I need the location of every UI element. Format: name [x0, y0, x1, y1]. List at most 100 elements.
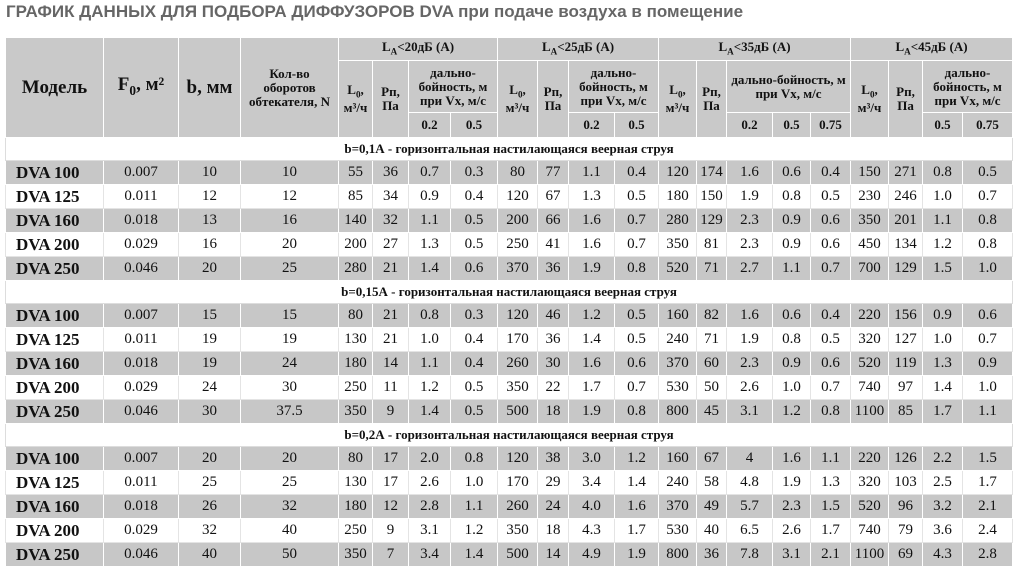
- data-cell: 0.029: [103, 232, 179, 257]
- data-cell: 1.4: [568, 327, 615, 352]
- data-cell: 27: [372, 232, 409, 257]
- data-cell: 1100: [850, 399, 890, 424]
- data-cell: 6.5: [726, 518, 773, 543]
- data-cell: 0.5: [450, 208, 498, 233]
- data-cell: 500: [497, 399, 538, 424]
- model-name: DVA 200: [5, 518, 104, 543]
- data-cell: 0.9: [772, 208, 811, 233]
- data-cell: 82: [696, 303, 727, 328]
- data-cell: 3.1: [772, 542, 811, 567]
- data-cell: 0.5: [614, 303, 659, 328]
- data-cell: 19: [240, 327, 339, 352]
- data-cell: 1.1: [809, 446, 852, 471]
- data-cell: 1.2: [408, 375, 451, 400]
- speed-header: 0.2: [726, 112, 773, 138]
- header-subscript: 0: [869, 89, 875, 100]
- data-cell: 0.6: [450, 256, 498, 281]
- data-cell: 1.0: [962, 375, 1014, 400]
- data-cell: 11: [372, 375, 409, 400]
- header-text: , м³/ч: [505, 81, 530, 116]
- data-cell: 1.4: [450, 542, 498, 567]
- data-cell: 0.6: [809, 351, 852, 376]
- data-cell: 0.6: [772, 160, 811, 185]
- data-cell: 1100: [850, 542, 890, 567]
- data-cell: 0.9: [772, 351, 811, 376]
- data-cell: 0.8: [450, 446, 498, 471]
- header-text: L: [718, 38, 728, 54]
- data-cell: 2.1: [809, 542, 852, 567]
- data-cell: 1.3: [922, 351, 964, 376]
- data-cell: 29: [537, 470, 569, 495]
- data-cell: 280: [338, 256, 373, 281]
- column-header: Рп, Па: [888, 60, 924, 138]
- data-cell: 230: [850, 184, 890, 209]
- data-cell: 1.1: [408, 351, 451, 376]
- data-cell: 350: [497, 375, 538, 400]
- data-cell: 1.1: [408, 208, 451, 233]
- data-cell: 18: [537, 518, 569, 543]
- data-cell: 500: [497, 542, 538, 567]
- header-subscript: 0: [355, 89, 361, 100]
- data-cell: 2.8: [408, 494, 451, 519]
- table-head: Модель F0, м² b, мм Кол-во оборотов обтекат…: [5, 37, 1014, 138]
- data-cell: 80: [338, 303, 373, 328]
- data-cell: 0.4: [809, 303, 852, 328]
- data-cell: 0.8: [772, 184, 811, 209]
- data-cell: 0.5: [962, 160, 1014, 185]
- data-cell: 1.9: [614, 542, 659, 567]
- data-cell: 0.046: [103, 399, 179, 424]
- header-row: Модель F0, м² b, мм Кол-во оборотов обтекат…: [5, 37, 1014, 138]
- data-cell: 0.7: [614, 375, 659, 400]
- data-cell: 80: [338, 446, 373, 471]
- data-cell: 1.4: [614, 470, 659, 495]
- data-row: DVA 125 0.011 12 12 85 34 0.9 0.4 120 67 1.3 0.5 180…: [5, 184, 1014, 209]
- data-cell: 1.5: [922, 256, 964, 281]
- model-name: DVA 250: [5, 399, 104, 424]
- data-table: Модель F0, м² b, мм Кол-во оборотов обтекат…: [4, 37, 1014, 567]
- data-cell: 77: [537, 160, 569, 185]
- data-cell: 1.6: [568, 208, 615, 233]
- data-cell: 17: [372, 470, 409, 495]
- data-cell: 3.4: [408, 542, 451, 567]
- data-cell: 2.0: [408, 446, 451, 471]
- data-cell: 7.8: [726, 542, 773, 567]
- header-subscript: 0: [517, 89, 523, 100]
- data-cell: 530: [658, 375, 697, 400]
- model-name: DVA 125: [5, 184, 104, 209]
- data-cell: 13: [178, 208, 241, 233]
- data-cell: 0.018: [103, 208, 179, 233]
- data-cell: 0.046: [103, 542, 179, 567]
- header-text: <35дБ (A): [733, 38, 791, 54]
- data-cell: 60: [696, 351, 727, 376]
- data-cell: 14: [372, 351, 409, 376]
- data-cell: 20: [178, 446, 241, 471]
- data-cell: 350: [658, 232, 697, 257]
- data-cell: 0.3: [450, 303, 498, 328]
- speed-header: 0.2: [408, 112, 451, 138]
- data-row: DVA 100 0.007 15 15 80 21 0.8 0.3 120 46 1.2 0.5 160…: [5, 303, 1014, 328]
- data-cell: 150: [696, 184, 727, 209]
- page-title: ГРАФИК ДАННЫХ ДЛЯ ПОДБОРА ДИФФУЗОРОВ DVA…: [6, 2, 744, 21]
- data-cell: 0.011: [103, 327, 179, 352]
- data-cell: 0.7: [614, 232, 659, 257]
- data-cell: 1.2: [450, 518, 498, 543]
- data-cell: 17: [372, 446, 409, 471]
- data-cell: 0.8: [922, 160, 964, 185]
- column-header: L0, м³/ч: [497, 60, 538, 138]
- data-cell: 9: [372, 399, 409, 424]
- header-text: F: [117, 73, 130, 95]
- data-cell: 1.1: [962, 399, 1014, 424]
- data-cell: 0.5: [450, 399, 498, 424]
- data-cell: 0.6: [809, 232, 852, 257]
- data-cell: 38: [537, 446, 569, 471]
- data-cell: 30: [537, 351, 569, 376]
- data-cell: 4.3: [568, 518, 615, 543]
- data-cell: 180: [658, 184, 697, 209]
- column-header: L0, м³/ч: [338, 60, 373, 138]
- data-cell: 0.5: [614, 327, 659, 352]
- data-cell: 0.6: [614, 351, 659, 376]
- data-cell: 350: [338, 542, 373, 567]
- section-row: b=0,1А - горизонтальная настилающаяся ве…: [4, 137, 1014, 161]
- data-cell: 0.018: [103, 351, 179, 376]
